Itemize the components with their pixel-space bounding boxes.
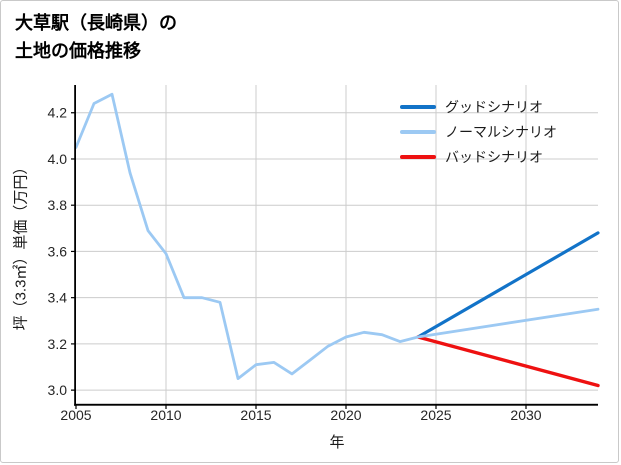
gridlines [76,85,598,404]
x-tick-label: 2025 [420,407,451,423]
legend-label-bad: バッドシナリオ [445,148,543,165]
y-tick-label: 3.0 [48,382,68,398]
normal-scenario-line-swatch [400,129,436,134]
legend-label-normal: ノーマルシナリオ [445,123,557,140]
x-tick-label: 2030 [510,407,541,423]
legend-item-bad-scenario: バッドシナリオ [400,144,557,169]
y-tick-label: 3.2 [48,336,68,352]
chart-title-line1: 大草駅（長崎県）の [15,13,177,33]
x-tick-label: 2010 [150,407,181,423]
legend-item-good-scenario: グッドシナリオ [400,94,557,119]
legend: グッドシナリオ ノーマルシナリオ バッドシナリオ [400,94,557,169]
y-tick-label: 4.0 [48,151,68,167]
y-tick-label: 3.4 [48,290,68,306]
series-line-good [416,231,600,339]
x-tick-labels: 2005 2010 2015 2020 2025 2030 [60,407,541,423]
y-tick-label: 4.2 [48,105,68,121]
y-tick-labels: 3.0 3.2 3.4 3.6 3.8 4.0 4.2 [48,105,68,398]
axis-spines [74,85,598,406]
series-line-bad [416,335,600,388]
series-line-normal [74,92,600,381]
x-axis-label: 年 [329,434,345,451]
bad-scenario-line-swatch [400,154,436,159]
chart-title-line2: 土地の価格推移 [15,41,141,61]
y-axis-label: 坪（3.3㎡）単価（万円） [12,159,30,331]
legend-item-normal-scenario: ノーマルシナリオ [400,119,557,144]
good-scenario-line-swatch [400,104,436,109]
y-tick-label: 3.6 [48,243,68,259]
chart-title: 大草駅（長崎県）の 土地の価格推移 [15,9,177,65]
x-tick-label: 2020 [330,407,361,423]
legend-label-good: グッドシナリオ [445,98,543,115]
x-tick-label: 2015 [240,407,271,423]
y-tick-label: 3.8 [48,197,68,213]
x-tick-label: 2005 [60,407,91,423]
